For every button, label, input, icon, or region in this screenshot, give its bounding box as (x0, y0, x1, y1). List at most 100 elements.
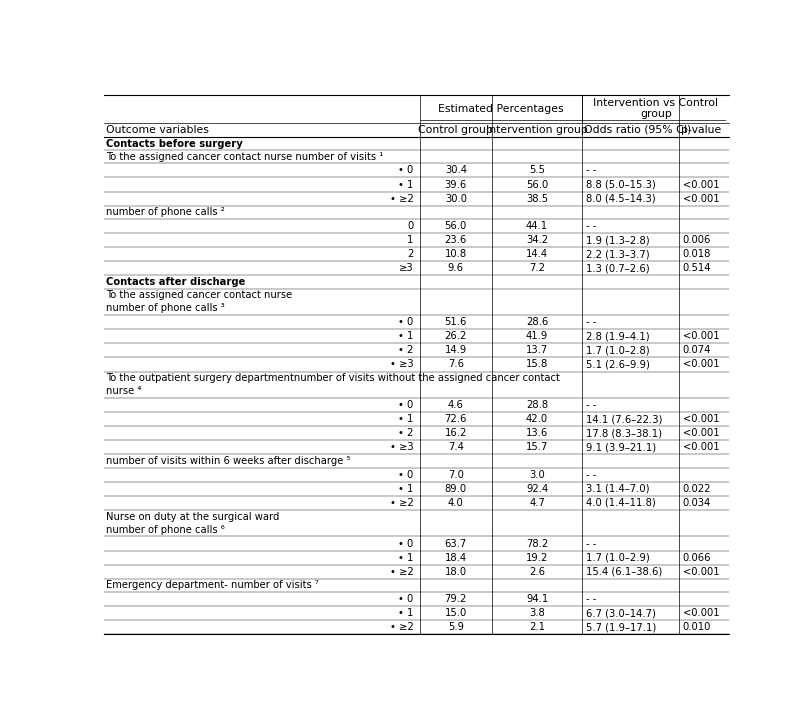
Text: 26.2: 26.2 (445, 331, 467, 342)
Text: • ≥3: • ≥3 (390, 442, 414, 452)
Text: 56.0: 56.0 (526, 180, 548, 190)
Text: <0.001: <0.001 (683, 442, 719, 452)
Text: 2: 2 (408, 249, 414, 260)
Text: 0.514: 0.514 (683, 263, 711, 273)
Text: 8.8 (5.0–15.3): 8.8 (5.0–15.3) (586, 180, 655, 190)
Text: • 0: • 0 (399, 594, 414, 604)
Text: <0.001: <0.001 (683, 360, 719, 370)
Text: 15.7: 15.7 (526, 442, 548, 452)
Text: • 0: • 0 (399, 539, 414, 549)
Text: Nurse on duty at the surgical ward: Nurse on duty at the surgical ward (106, 512, 279, 521)
Text: number of phone calls ³: number of phone calls ³ (106, 303, 224, 313)
Text: 63.7: 63.7 (445, 539, 467, 549)
Text: To the assigned cancer contact nurse: To the assigned cancer contact nurse (106, 290, 292, 301)
Text: number of phone calls ⁶: number of phone calls ⁶ (106, 525, 224, 535)
Text: • 1: • 1 (398, 414, 414, 424)
Text: 23.6: 23.6 (445, 235, 467, 245)
Text: Contacts after discharge: Contacts after discharge (106, 277, 245, 287)
Text: - -: - - (586, 470, 596, 480)
Text: - -: - - (586, 539, 596, 549)
Text: 18.4: 18.4 (445, 553, 467, 563)
Text: 5.1 (2.6–9.9): 5.1 (2.6–9.9) (586, 360, 650, 370)
Text: 3.0: 3.0 (529, 470, 545, 480)
Text: 94.1: 94.1 (526, 594, 548, 604)
Text: 2.1: 2.1 (529, 623, 545, 632)
Text: nurse ⁴: nurse ⁴ (106, 386, 141, 396)
Text: 30.4: 30.4 (445, 165, 466, 175)
Text: <0.001: <0.001 (683, 567, 719, 577)
Text: 39.6: 39.6 (445, 180, 467, 190)
Text: • 0: • 0 (399, 470, 414, 480)
Text: 5.9: 5.9 (448, 623, 464, 632)
Text: 34.2: 34.2 (526, 235, 548, 245)
Text: - -: - - (586, 594, 596, 604)
Text: Intervention group: Intervention group (486, 125, 588, 135)
Text: <0.001: <0.001 (683, 193, 719, 203)
Text: 8.0 (4.5–14.3): 8.0 (4.5–14.3) (586, 193, 655, 203)
Text: - -: - - (586, 165, 596, 175)
Text: 2.2 (1.3–3.7): 2.2 (1.3–3.7) (586, 249, 649, 260)
Text: 89.0: 89.0 (445, 484, 467, 494)
Text: Emergency department- number of visits ⁷: Emergency department- number of visits ⁷ (106, 580, 319, 590)
Text: 72.6: 72.6 (445, 414, 467, 424)
Text: • ≥3: • ≥3 (390, 360, 414, 370)
Text: 79.2: 79.2 (445, 594, 467, 604)
Text: • 2: • 2 (398, 345, 414, 355)
Text: number of visits within 6 weeks after discharge ⁵: number of visits within 6 weeks after di… (106, 456, 350, 466)
Text: • 0: • 0 (399, 400, 414, 410)
Text: • 0: • 0 (399, 317, 414, 327)
Text: 5.7 (1.9–17.1): 5.7 (1.9–17.1) (586, 623, 656, 632)
Text: 3.1 (1.4–7.0): 3.1 (1.4–7.0) (586, 484, 649, 494)
Text: 7.6: 7.6 (448, 360, 464, 370)
Text: 1: 1 (408, 235, 414, 245)
Text: • ≥2: • ≥2 (390, 623, 414, 632)
Text: 4.0: 4.0 (448, 498, 464, 508)
Text: • ≥2: • ≥2 (390, 193, 414, 203)
Text: 17.8 (8.3–38.1): 17.8 (8.3–38.1) (586, 429, 662, 439)
Text: 2.8 (1.9–4.1): 2.8 (1.9–4.1) (586, 331, 649, 342)
Text: p-value: p-value (681, 125, 721, 135)
Text: 5.5: 5.5 (529, 165, 545, 175)
Text: • 1: • 1 (398, 553, 414, 563)
Text: 15.0: 15.0 (445, 608, 467, 618)
Text: 16.2: 16.2 (445, 429, 467, 439)
Text: 0.010: 0.010 (683, 623, 711, 632)
Text: 0.074: 0.074 (683, 345, 711, 355)
Text: - -: - - (586, 400, 596, 410)
Text: ≥3: ≥3 (399, 263, 414, 273)
Text: 14.9: 14.9 (445, 345, 467, 355)
Text: 1.7 (1.0–2.8): 1.7 (1.0–2.8) (586, 345, 649, 355)
Text: 0.066: 0.066 (683, 553, 711, 563)
Text: • 1: • 1 (398, 608, 414, 618)
Text: 4.7: 4.7 (529, 498, 545, 508)
Text: <0.001: <0.001 (683, 414, 719, 424)
Text: 13.6: 13.6 (526, 429, 548, 439)
Text: Control group: Control group (418, 125, 493, 135)
Text: 42.0: 42.0 (526, 414, 548, 424)
Text: 4.6: 4.6 (448, 400, 464, 410)
Text: <0.001: <0.001 (683, 331, 719, 342)
Text: 15.8: 15.8 (526, 360, 548, 370)
Text: 6.7 (3.0–14.7): 6.7 (3.0–14.7) (586, 608, 655, 618)
Text: 18.0: 18.0 (445, 567, 467, 577)
Text: 13.7: 13.7 (526, 345, 548, 355)
Text: 1.9 (1.3–2.8): 1.9 (1.3–2.8) (586, 235, 649, 245)
Text: 51.6: 51.6 (445, 317, 467, 327)
Text: 7.4: 7.4 (448, 442, 464, 452)
Text: 0.034: 0.034 (683, 498, 711, 508)
Text: 56.0: 56.0 (445, 221, 467, 231)
Text: <0.001: <0.001 (683, 180, 719, 190)
Text: 7.2: 7.2 (529, 263, 545, 273)
Text: 3.8: 3.8 (529, 608, 545, 618)
Text: • 1: • 1 (398, 180, 414, 190)
Text: - -: - - (586, 221, 596, 231)
Text: 0.018: 0.018 (683, 249, 711, 260)
Text: • ≥2: • ≥2 (390, 498, 414, 508)
Text: To the assigned cancer contact nurse number of visits ¹: To the assigned cancer contact nurse num… (106, 152, 383, 162)
Text: 4.0 (1.4–11.8): 4.0 (1.4–11.8) (586, 498, 655, 508)
Text: Odds ratio (95% CI): Odds ratio (95% CI) (584, 125, 692, 135)
Text: To the outpatient surgery departmentnumber of visits without the assigned cancer: To the outpatient surgery departmentnumb… (106, 373, 560, 383)
Text: 15.4 (6.1–38.6): 15.4 (6.1–38.6) (586, 567, 662, 577)
Text: Outcome variables: Outcome variables (106, 125, 209, 135)
Text: 41.9: 41.9 (526, 331, 548, 342)
